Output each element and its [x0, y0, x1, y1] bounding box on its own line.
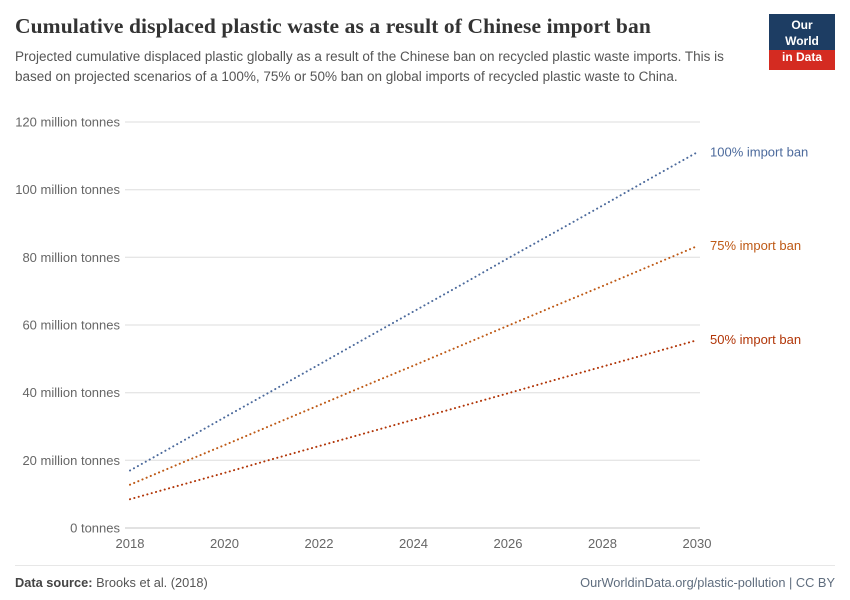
- y-tick-label: 20 million tonnes: [22, 453, 120, 468]
- x-tick-label: 2026: [494, 536, 523, 551]
- series-line[interactable]: [129, 339, 698, 501]
- series-end-label[interactable]: 75% import ban: [710, 238, 801, 253]
- series-line[interactable]: [129, 151, 698, 472]
- chart-plot-area: 0 tonnes 20 million tonnes 40 million tonn…: [0, 106, 850, 558]
- owid-logo[interactable]: Our World in Data: [769, 14, 835, 70]
- x-tick-label: 2030: [683, 536, 712, 551]
- x-tick-label: 2028: [588, 536, 617, 551]
- page-title: Cumulative displaced plastic waste as a …: [15, 14, 651, 38]
- y-tick-label: 120 million tonnes: [15, 115, 120, 130]
- owid-logo-text-line1: Our World: [785, 18, 819, 48]
- y-tick-label: 100 million tonnes: [15, 182, 120, 197]
- chart-header: Cumulative displaced plastic waste as a …: [15, 14, 835, 86]
- data-source-value: Brooks et al. (2018): [96, 575, 208, 590]
- x-tick-label: 2024: [399, 536, 428, 551]
- y-tick-label: 60 million tonnes: [22, 318, 120, 333]
- owid-logo-text-line2: in Data: [769, 50, 835, 70]
- chart-svg: 0 tonnes 20 million tonnes 40 million tonn…: [15, 115, 808, 552]
- y-tick-label: 0 tonnes: [70, 521, 120, 536]
- series-end-label[interactable]: 50% import ban: [710, 332, 801, 347]
- attribution-link[interactable]: OurWorldinData.org/plastic-pollution | C…: [580, 575, 835, 590]
- chart-subtitle: Projected cumulative displaced plastic g…: [15, 49, 724, 84]
- x-tick-label: 2020: [210, 536, 239, 551]
- y-tick-label: 80 million tonnes: [22, 250, 120, 265]
- chart-footer: Data source: Brooks et al. (2018) OurWor…: [15, 565, 835, 590]
- series-line[interactable]: [129, 245, 698, 486]
- x-tick-label: 2022: [305, 536, 334, 551]
- x-tick-label: 2018: [116, 536, 145, 551]
- data-source: Data source: Brooks et al. (2018): [15, 575, 208, 590]
- series-end-label[interactable]: 100% import ban: [710, 144, 808, 159]
- data-source-label: Data source:: [15, 575, 93, 590]
- y-tick-label: 40 million tonnes: [22, 385, 120, 400]
